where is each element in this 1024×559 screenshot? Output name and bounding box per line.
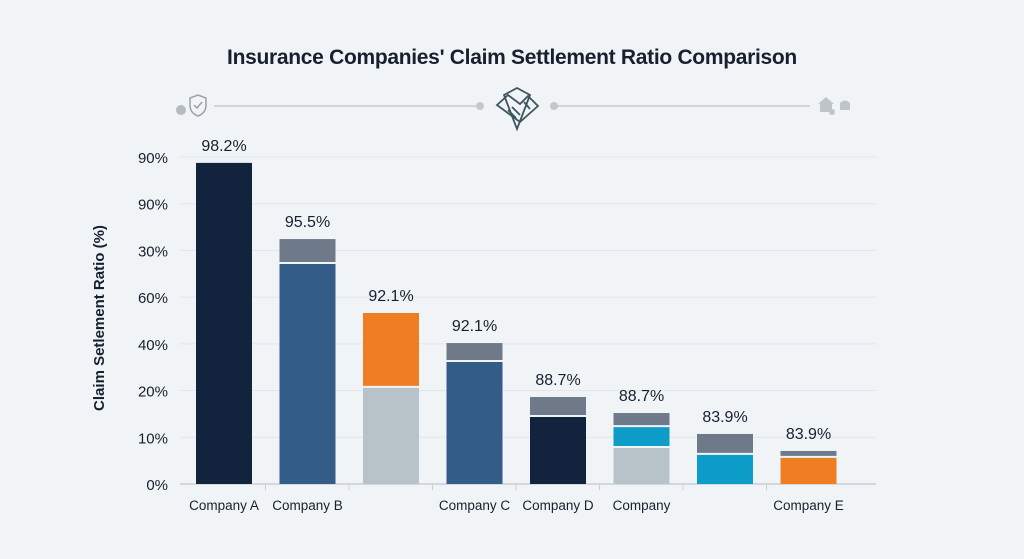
- value-label: 98.2%: [201, 138, 246, 155]
- bar: 88.7%: [530, 372, 586, 484]
- bar: 95.5%: [279, 214, 336, 484]
- bar-segment: [697, 453, 753, 484]
- y-axis-label: Claim Setlement Ratio (%): [91, 225, 108, 411]
- bar-segment: [697, 433, 753, 454]
- bar: 83.9%: [697, 409, 753, 484]
- house-icon: [818, 97, 850, 115]
- y-tick-label: 30%: [138, 243, 168, 260]
- x-tick-label: Company E: [773, 498, 844, 513]
- value-label: 95.5%: [285, 214, 330, 231]
- bar-segment: [363, 386, 419, 484]
- bar-segment: [780, 450, 837, 457]
- bar: 92.1%: [363, 288, 419, 484]
- value-label: 83.9%: [702, 409, 747, 426]
- y-tick-label: 90%: [138, 197, 168, 214]
- bar-segment: [613, 413, 670, 427]
- decor-divider: [176, 86, 850, 132]
- bar-segment: [530, 397, 586, 416]
- bar-segment: [196, 162, 252, 485]
- value-label: 83.9%: [786, 426, 831, 443]
- bar-segment: [446, 343, 503, 362]
- value-label: 88.7%: [535, 372, 580, 389]
- bar-segment: [363, 312, 419, 387]
- handshake-icon: [495, 86, 540, 132]
- y-tick-label: 10%: [138, 430, 168, 447]
- bar: 98.2%: [196, 138, 252, 485]
- value-label: 88.7%: [619, 388, 664, 405]
- chart-title: Insurance Companies' Claim Settlement Ra…: [227, 46, 797, 69]
- y-tick-label: 40%: [138, 337, 168, 354]
- value-label: 92.1%: [452, 318, 497, 335]
- y-tick-label: 90%: [138, 150, 168, 167]
- bar-segment: [613, 426, 670, 448]
- x-tick-label: Company B: [272, 498, 343, 513]
- shield-check-icon: [176, 94, 207, 117]
- x-tick-label: Company D: [522, 498, 594, 513]
- y-tick-label: 0%: [146, 477, 168, 494]
- x-tick-label: Company C: [439, 498, 511, 513]
- bar-segment: [446, 361, 503, 484]
- bar: 83.9%: [780, 426, 837, 484]
- x-tick-label: Company: [613, 498, 671, 513]
- bar: 92.1%: [446, 318, 503, 484]
- bar: 88.7%: [613, 388, 670, 484]
- value-label: 92.1%: [368, 288, 413, 305]
- y-tick-label: 20%: [138, 384, 168, 401]
- bar-segment: [279, 262, 336, 484]
- x-tick-label: Company A: [189, 498, 259, 513]
- bar-segment: [780, 456, 837, 484]
- bar-segment: [530, 415, 586, 484]
- y-tick-label: 60%: [138, 290, 168, 307]
- bar-segment: [279, 239, 336, 263]
- bar-segment: [613, 447, 670, 484]
